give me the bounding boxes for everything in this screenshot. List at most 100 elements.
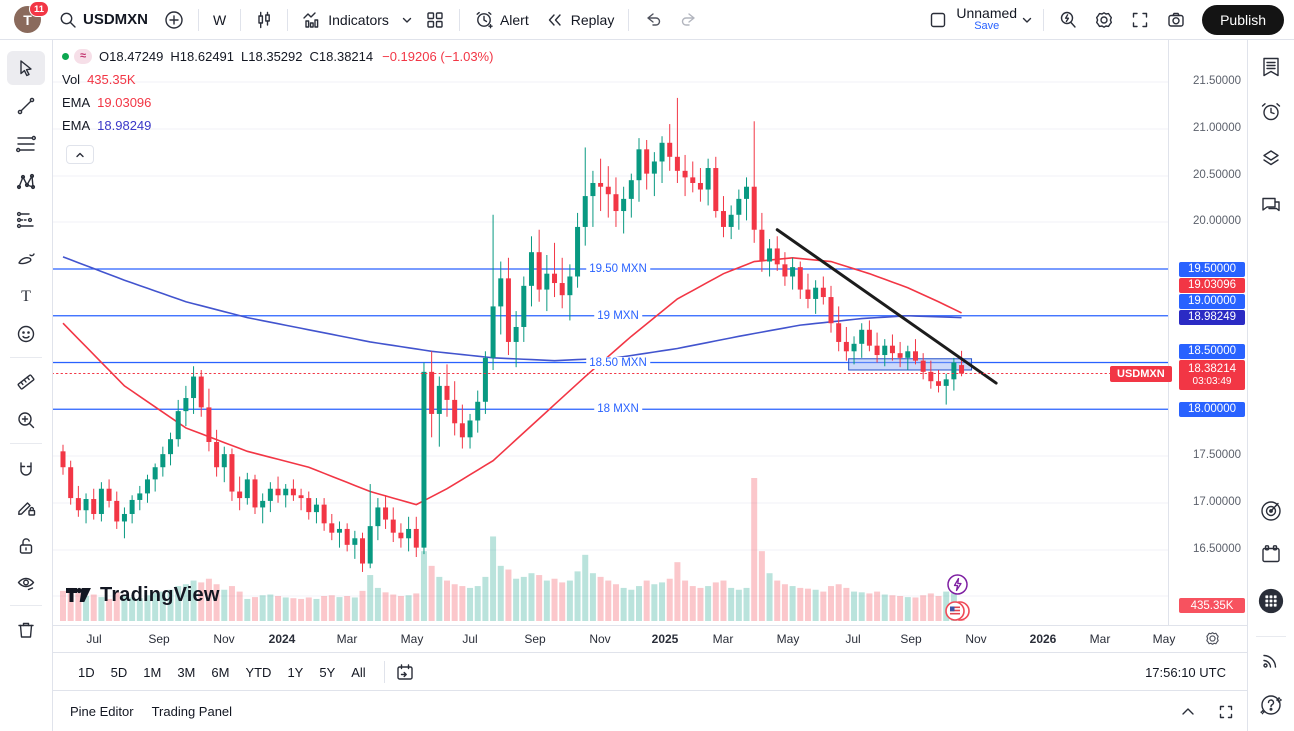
apps-menu-button[interactable] <box>1257 587 1285 615</box>
last-price-badge: 18.38214 03:03:49 <box>1179 359 1245 391</box>
utc-clock[interactable]: 17:56:10 UTC <box>1145 664 1226 680</box>
undo-button[interactable] <box>635 5 671 35</box>
us-economic-event-flag-icon[interactable] <box>943 599 973 628</box>
alert-clock-icon <box>476 11 493 28</box>
go-to-date-icon[interactable] <box>395 662 415 682</box>
tool-zoom-in[interactable] <box>7 403 45 437</box>
ohlc-high: H18.62491 <box>170 49 235 64</box>
ema-blue-legend-row[interactable]: EMA 18.98249 <box>62 118 493 133</box>
pine-editor-tab[interactable]: Pine Editor <box>70 704 134 719</box>
quick-search-icon <box>1060 11 1076 28</box>
range-ytd[interactable]: YTD <box>245 664 272 680</box>
time-axis-month-label: Mar <box>336 632 358 646</box>
time-axis-settings-gear-icon[interactable] <box>1204 630 1221 647</box>
trend-line-icon <box>17 97 35 115</box>
tool-brush[interactable] <box>7 241 45 275</box>
create-alert-button[interactable]: Alert <box>466 5 537 35</box>
ema-label: EMA <box>62 118 91 133</box>
object-tree-button[interactable] <box>1257 144 1285 172</box>
tool-forecast-projection[interactable] <box>7 203 45 237</box>
symbol-search-button[interactable]: USDMXN <box>51 5 156 35</box>
tool-lock-all-drawings[interactable] <box>7 529 45 563</box>
chat-button[interactable] <box>1257 191 1285 219</box>
hline-price-label[interactable]: 18.50 MXN <box>586 356 650 369</box>
gear-icon <box>1096 11 1113 28</box>
replay-button[interactable]: Replay <box>537 5 623 35</box>
indicators-dropdown-arrow[interactable] <box>397 5 417 35</box>
hline-price-label[interactable]: 19 MXN <box>594 309 642 322</box>
calendar-icon <box>1262 545 1280 563</box>
range-3m[interactable]: 3M <box>177 664 196 680</box>
hline-price-label[interactable]: 19.50 MXN <box>586 263 650 275</box>
layout-select-button[interactable] <box>920 5 956 35</box>
chat-bubbles-icon <box>1262 197 1280 212</box>
range-1y[interactable]: 1Y <box>287 664 304 680</box>
panel-fullscreen-icon[interactable] <box>1218 704 1234 720</box>
radar-target-icon <box>1261 501 1281 521</box>
fullscreen-button[interactable] <box>1122 5 1158 35</box>
volume-legend-row[interactable]: Vol 435.35K <box>62 72 493 87</box>
help-button[interactable] <box>1257 691 1285 719</box>
quick-search-button[interactable] <box>1050 5 1086 35</box>
hline-price-badge: 18.00000 <box>1179 401 1245 417</box>
range-5d[interactable]: 5D <box>110 664 128 680</box>
price-chart-canvas[interactable] <box>52 39 1168 625</box>
tool-drawing-mode[interactable] <box>7 491 45 525</box>
settings-button[interactable] <box>1086 5 1122 35</box>
watchlist-button[interactable] <box>1257 53 1285 81</box>
price-axis[interactable]: 21.50000 21.00000 20.50000 20.00000 17.50000… <box>1168 39 1249 625</box>
tool-fib-retracement[interactable] <box>7 127 45 161</box>
chevron-down-icon <box>402 17 412 23</box>
tool-magnet[interactable] <box>7 453 45 487</box>
save-layout-button[interactable]: Unnamed Save <box>956 6 1017 32</box>
hline-price-label[interactable]: 18 MXN <box>594 403 642 416</box>
forecast-icon <box>16 211 34 229</box>
time-axis-month-label: May <box>1152 632 1176 646</box>
legend-collapse-button[interactable] <box>66 145 94 164</box>
tool-text[interactable]: T <box>7 279 45 313</box>
chart-style-button[interactable] <box>247 5 281 35</box>
calendar-panel-button[interactable] <box>1257 540 1285 568</box>
fullscreen-icon <box>1132 12 1148 27</box>
toolbar-divider <box>287 8 289 31</box>
redo-button[interactable] <box>671 5 707 35</box>
tool-xabcd-pattern[interactable] <box>7 165 45 199</box>
redo-icon <box>682 12 696 26</box>
market-status-dot <box>62 53 69 60</box>
publish-button[interactable]: Publish <box>1202 4 1284 35</box>
tool-trend-line[interactable] <box>7 89 45 123</box>
indicators-button[interactable]: Indicators <box>294 5 397 35</box>
layout-dropdown-arrow[interactable] <box>1017 5 1037 35</box>
trash-icon <box>18 622 34 638</box>
toolbar-divider <box>10 605 42 606</box>
range-1m[interactable]: 1M <box>143 664 162 680</box>
range-5y[interactable]: 5Y <box>319 664 336 680</box>
range-all[interactable]: All <box>351 664 366 680</box>
price-axis-label: 21.50000 <box>1193 75 1241 87</box>
eye-hide-icon <box>17 577 35 591</box>
compare-add-symbol-button[interactable] <box>156 5 192 35</box>
tool-hide-drawings[interactable] <box>7 567 45 601</box>
range-6m[interactable]: 6M <box>211 664 230 680</box>
screenshot-button[interactable] <box>1158 5 1194 35</box>
chart-region: ≈ O18.47249 H18.62491 L18.35292 C18.3821… <box>52 39 1249 653</box>
drawing-toolbar: T <box>0 39 53 731</box>
range-1d[interactable]: 1D <box>78 664 95 680</box>
interval-button[interactable]: W <box>205 5 234 35</box>
economic-event-lightning-icon[interactable] <box>946 573 969 601</box>
tool-measure[interactable] <box>7 365 45 399</box>
svg-text:T: T <box>21 288 31 305</box>
streams-button[interactable] <box>1257 646 1285 674</box>
tool-emoji[interactable] <box>7 317 45 351</box>
tool-remove-drawings[interactable] <box>7 613 45 647</box>
trading-panel-tab[interactable]: Trading Panel <box>151 704 233 719</box>
time-axis[interactable]: Jul Sep Nov 2024 Mar May Jul Sep Nov 2025 Mar May Ju… <box>52 625 1248 653</box>
multichart-layout-button[interactable] <box>417 5 453 35</box>
alerts-panel-button[interactable] <box>1257 98 1285 126</box>
ema-red-legend-row[interactable]: EMA 19.03096 <box>62 95 493 110</box>
user-avatar[interactable]: T 11 <box>14 1 49 33</box>
panel-expand-chevron-icon[interactable] <box>1180 704 1196 720</box>
tool-cursor[interactable] <box>7 51 45 85</box>
dom-panel-button[interactable] <box>1257 497 1285 525</box>
bottom-panel: Pine Editor Trading Panel <box>52 690 1248 731</box>
